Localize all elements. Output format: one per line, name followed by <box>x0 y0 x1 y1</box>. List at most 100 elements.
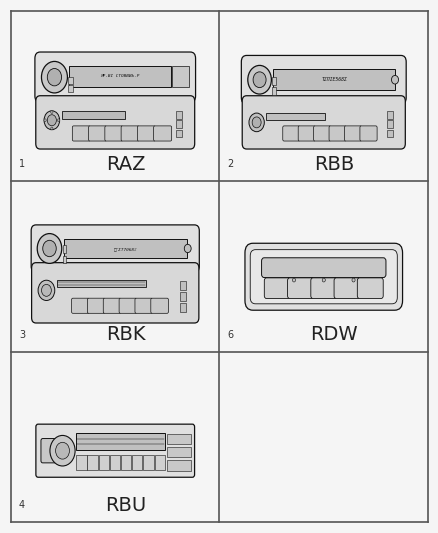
FancyBboxPatch shape <box>137 126 155 141</box>
Bar <box>63 245 66 253</box>
Text: ᵽᴿΣΤ7068Ξ: ᵽᴿΣΤ7068Ξ <box>113 247 137 251</box>
Circle shape <box>50 127 53 130</box>
FancyBboxPatch shape <box>35 52 195 102</box>
Circle shape <box>292 278 295 282</box>
FancyBboxPatch shape <box>287 278 313 298</box>
Bar <box>176 130 181 138</box>
Text: RBU: RBU <box>105 496 146 515</box>
Bar <box>57 280 145 287</box>
Circle shape <box>42 240 56 257</box>
FancyBboxPatch shape <box>72 126 90 141</box>
Text: RBB: RBB <box>313 155 353 174</box>
Text: 2: 2 <box>227 159 233 169</box>
Bar <box>132 455 142 470</box>
FancyBboxPatch shape <box>359 126 376 141</box>
FancyBboxPatch shape <box>105 126 123 141</box>
Text: RAZ: RAZ <box>106 155 145 174</box>
Circle shape <box>391 76 398 84</box>
FancyBboxPatch shape <box>36 96 194 149</box>
Bar <box>166 447 191 457</box>
Bar <box>143 455 153 470</box>
Circle shape <box>57 119 60 122</box>
Circle shape <box>47 115 56 126</box>
Bar <box>272 69 394 91</box>
Bar <box>176 111 181 118</box>
Circle shape <box>37 233 62 263</box>
Bar <box>172 66 189 86</box>
FancyBboxPatch shape <box>36 424 194 477</box>
FancyBboxPatch shape <box>264 278 290 298</box>
Bar <box>266 112 324 120</box>
FancyBboxPatch shape <box>32 263 198 323</box>
Bar <box>68 85 72 92</box>
Circle shape <box>321 278 325 282</box>
Text: 6: 6 <box>227 330 233 340</box>
FancyBboxPatch shape <box>344 126 361 141</box>
Bar <box>166 461 191 471</box>
Bar <box>87 455 98 470</box>
Circle shape <box>50 111 53 114</box>
Bar <box>61 111 124 119</box>
FancyBboxPatch shape <box>71 298 89 313</box>
Circle shape <box>41 61 67 93</box>
Circle shape <box>44 111 60 130</box>
Bar <box>166 433 191 444</box>
Text: ΤΣΠΙΕ568Σ: ΤΣΠΙΕ568Σ <box>321 77 346 82</box>
Bar <box>63 256 66 263</box>
FancyBboxPatch shape <box>87 298 105 313</box>
Circle shape <box>47 69 61 86</box>
Bar <box>121 455 131 470</box>
FancyBboxPatch shape <box>328 126 346 141</box>
Text: RDW: RDW <box>310 325 357 344</box>
Circle shape <box>247 66 271 94</box>
Circle shape <box>56 442 69 459</box>
Circle shape <box>50 435 75 466</box>
FancyBboxPatch shape <box>121 126 139 141</box>
Bar <box>99 455 109 470</box>
Circle shape <box>38 280 55 301</box>
Bar <box>64 239 187 259</box>
Circle shape <box>251 117 261 128</box>
FancyBboxPatch shape <box>241 55 405 104</box>
Bar <box>154 455 165 470</box>
FancyBboxPatch shape <box>313 126 330 141</box>
FancyBboxPatch shape <box>242 96 404 149</box>
FancyBboxPatch shape <box>250 249 396 304</box>
Bar <box>272 87 275 95</box>
FancyBboxPatch shape <box>153 126 171 141</box>
FancyBboxPatch shape <box>134 298 152 313</box>
Bar <box>180 281 186 290</box>
Bar <box>110 455 120 470</box>
Circle shape <box>175 71 184 83</box>
Bar <box>386 111 392 118</box>
Bar <box>180 303 186 312</box>
Circle shape <box>253 72 265 87</box>
FancyBboxPatch shape <box>310 278 336 298</box>
Text: ЯP.BI СТОВВИЬ.Р: ЯP.BI СТОВВИЬ.Р <box>100 74 139 78</box>
Bar <box>176 120 181 128</box>
Bar <box>68 77 72 84</box>
Bar <box>76 433 165 450</box>
Circle shape <box>42 285 51 296</box>
Bar <box>386 130 392 138</box>
FancyBboxPatch shape <box>282 126 299 141</box>
Text: 4: 4 <box>19 500 25 510</box>
Circle shape <box>351 278 354 282</box>
FancyBboxPatch shape <box>261 258 385 278</box>
Text: 1: 1 <box>19 159 25 169</box>
Bar <box>69 66 170 86</box>
FancyBboxPatch shape <box>31 225 199 272</box>
Circle shape <box>44 119 46 122</box>
FancyBboxPatch shape <box>151 298 168 313</box>
Circle shape <box>184 244 191 253</box>
Bar <box>180 292 186 301</box>
Text: 3: 3 <box>19 330 25 340</box>
Bar <box>76 455 86 470</box>
FancyBboxPatch shape <box>244 243 402 310</box>
FancyBboxPatch shape <box>88 126 106 141</box>
FancyBboxPatch shape <box>333 278 359 298</box>
Bar <box>272 77 275 85</box>
FancyBboxPatch shape <box>103 298 120 313</box>
FancyBboxPatch shape <box>297 126 314 141</box>
FancyBboxPatch shape <box>119 298 136 313</box>
